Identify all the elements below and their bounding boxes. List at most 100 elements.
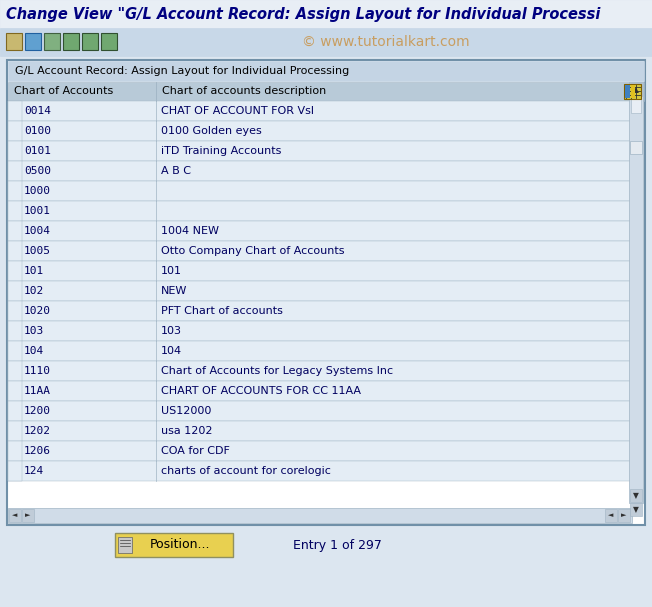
Bar (101, 33, 117, 50)
Text: 11AA: 11AA (24, 386, 51, 396)
Bar (630, 503, 642, 516)
Bar (44, 33, 60, 50)
Text: A B C: A B C (161, 166, 191, 176)
Bar (8, 201, 632, 221)
Text: 101: 101 (24, 266, 44, 276)
Bar (63, 33, 79, 50)
Text: Chart of Accounts for Legacy Systems Inc: Chart of Accounts for Legacy Systems Inc (161, 366, 393, 376)
Text: US12000: US12000 (161, 406, 211, 416)
Bar (8, 181, 632, 201)
Text: 1001: 1001 (24, 206, 51, 216)
Bar (630, 83, 642, 96)
Text: Otto Company Chart of Accounts: Otto Company Chart of Accounts (161, 246, 344, 256)
Bar (7, 60, 645, 525)
Bar (8, 461, 22, 481)
Text: ▼: ▼ (633, 491, 639, 500)
Bar (8, 321, 22, 341)
Text: G/L Account Record: Assign Layout for Individual Processing: G/L Account Record: Assign Layout for In… (15, 66, 349, 76)
Text: 103: 103 (24, 326, 44, 336)
Bar (8, 121, 22, 141)
Bar (8, 381, 22, 401)
Bar (9, 509, 21, 522)
Text: CHAT OF ACCOUNT FOR Vsl: CHAT OF ACCOUNT FOR Vsl (161, 106, 314, 116)
Text: 101: 101 (161, 266, 182, 276)
Text: PFT Chart of accounts: PFT Chart of accounts (161, 306, 283, 316)
Text: ▼: ▼ (633, 505, 639, 514)
Bar (8, 421, 632, 441)
Text: 102: 102 (24, 286, 44, 296)
Bar (8, 181, 22, 201)
Bar (8, 221, 632, 241)
Text: 1020: 1020 (24, 306, 51, 316)
Text: iTD Training Accounts: iTD Training Accounts (161, 146, 282, 156)
Bar (8, 281, 22, 301)
Text: ◄: ◄ (12, 512, 18, 518)
Text: Change View "G/L Account Record: Assign Layout for Individual Processi: Change View "G/L Account Record: Assign … (6, 7, 600, 21)
Bar (624, 84, 641, 99)
Text: Entry 1 of 297: Entry 1 of 297 (293, 538, 382, 552)
Text: 1110: 1110 (24, 366, 51, 376)
Bar (8, 301, 22, 321)
Bar (8, 341, 22, 361)
Text: Position...: Position... (150, 538, 210, 552)
Bar (8, 421, 22, 441)
Text: Chart of Accounts: Chart of Accounts (14, 87, 113, 97)
Text: 1200: 1200 (24, 406, 51, 416)
Bar (630, 141, 642, 154)
Bar (8, 321, 632, 341)
Bar (605, 509, 617, 522)
Text: Chart of accounts description: Chart of accounts description (162, 87, 326, 97)
Bar (8, 241, 632, 261)
Bar (8, 361, 22, 381)
Bar (22, 509, 34, 522)
Text: 1000: 1000 (24, 186, 51, 196)
Bar (8, 461, 632, 481)
Text: ►: ► (621, 512, 627, 518)
Bar (8, 301, 632, 321)
Bar (25, 33, 41, 50)
Bar (8, 61, 644, 81)
Bar (8, 82, 644, 101)
Bar (8, 401, 22, 421)
Text: 1202: 1202 (24, 426, 51, 436)
Text: 0100: 0100 (24, 126, 51, 136)
Bar (625, 85, 630, 98)
Bar (8, 341, 632, 361)
Bar (631, 98, 641, 113)
Bar (8, 161, 22, 181)
Text: 1005: 1005 (24, 246, 51, 256)
Text: 104: 104 (24, 346, 44, 356)
Text: 1206: 1206 (24, 446, 51, 456)
Text: 0100 Golden eyes: 0100 Golden eyes (161, 126, 261, 136)
Bar (0, 0, 652, 28)
Bar (8, 508, 632, 523)
Bar (118, 537, 132, 553)
Bar (6, 33, 22, 50)
Text: 0500: 0500 (24, 166, 51, 176)
Bar (631, 85, 635, 98)
Bar (8, 101, 632, 121)
Bar (82, 33, 98, 50)
Text: © www.tutorialkart.com: © www.tutorialkart.com (302, 35, 470, 49)
Bar (618, 509, 630, 522)
Text: usa 1202: usa 1202 (161, 426, 213, 436)
Bar (115, 533, 233, 557)
Bar (630, 489, 642, 502)
Text: 103: 103 (161, 326, 182, 336)
Bar (629, 82, 643, 503)
Bar (8, 121, 632, 141)
Text: 1004 NEW: 1004 NEW (161, 226, 219, 236)
Text: CHART OF ACCOUNTS FOR CC 11AA: CHART OF ACCOUNTS FOR CC 11AA (161, 386, 361, 396)
Bar (8, 401, 632, 421)
Bar (8, 441, 632, 461)
Text: 124: 124 (24, 466, 44, 476)
Text: 104: 104 (161, 346, 182, 356)
Bar (8, 381, 632, 401)
Text: NEW: NEW (161, 286, 187, 296)
Bar (8, 241, 22, 261)
Bar (8, 141, 22, 161)
Bar (8, 201, 22, 221)
Text: charts of account for corelogic: charts of account for corelogic (161, 466, 331, 476)
Bar (8, 221, 22, 241)
Bar (8, 361, 632, 381)
